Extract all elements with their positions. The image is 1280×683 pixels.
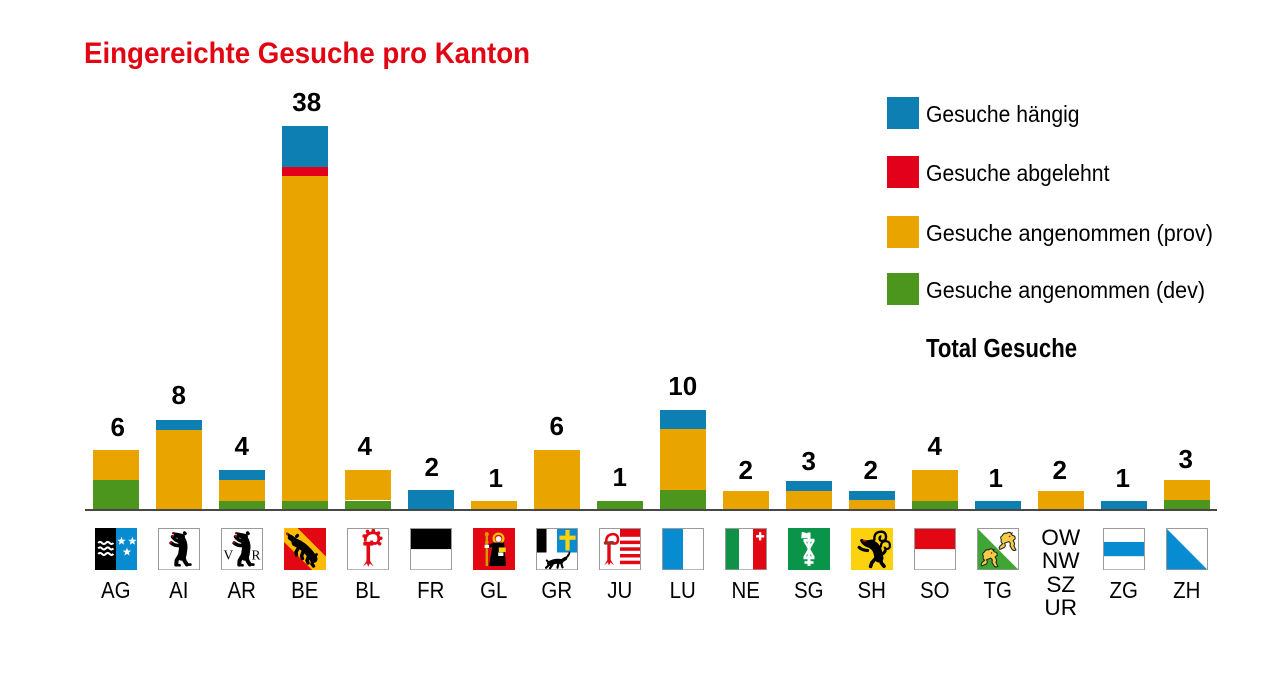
svg-text:V: V [223, 547, 233, 562]
svg-text:R: R [251, 547, 260, 562]
